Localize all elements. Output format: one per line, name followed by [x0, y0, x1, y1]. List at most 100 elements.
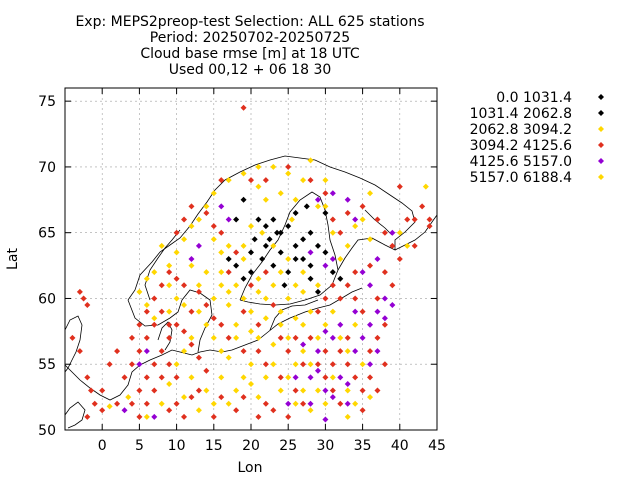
data-point-series-4 [344, 209, 351, 216]
y-axis-ticks: 50 55 60 65 70 75 [38, 94, 437, 439]
data-point-series-5 [352, 348, 359, 355]
data-point-series-2 [292, 256, 299, 262]
x-axis-ticks: 0 5 10 15 20 25 30 35 40 45 [98, 88, 446, 454]
data-point-series-3 [277, 387, 284, 394]
data-point-series-5 [389, 229, 396, 236]
data-point-series-1 [337, 275, 344, 282]
data-point-series-4 [128, 400, 135, 407]
data-point-series-4 [76, 288, 83, 295]
data-point-series-4 [84, 413, 91, 420]
data-point-series-4 [181, 282, 188, 289]
data-point-series-5 [344, 400, 351, 407]
data-point-series-3 [359, 361, 366, 368]
data-point-series-3 [300, 288, 307, 295]
data-point-series-4 [419, 203, 426, 210]
x-tick-label: 40 [391, 438, 409, 454]
data-point-series-2 [262, 242, 269, 249]
data-point-series-5 [352, 308, 359, 315]
data-point-series-4 [270, 407, 277, 414]
data-point-series-5 [322, 416, 329, 423]
data-point-series-3 [210, 236, 217, 243]
data-point-series-5 [218, 203, 225, 210]
data-point-series-4 [151, 295, 158, 302]
data-point-series-5 [136, 361, 143, 368]
data-point-series-4 [88, 387, 95, 394]
y-tick-label: 55 [38, 357, 56, 373]
x-tick-label: 30 [316, 438, 334, 454]
x-tick-label: 0 [98, 438, 107, 454]
data-point-series-3 [300, 177, 307, 184]
data-point-series-1 [281, 282, 288, 289]
data-point-series-4 [374, 387, 381, 394]
data-point-series-3 [248, 380, 254, 387]
data-point-series-3 [300, 348, 307, 355]
data-point-series-3 [277, 321, 284, 328]
data-point-series-3 [181, 302, 188, 309]
data-point-series-1 [274, 229, 281, 236]
data-point-series-3 [151, 269, 158, 276]
data-point-series-5 [329, 334, 336, 341]
data-point-series-4 [166, 334, 173, 341]
data-point-series-4 [166, 361, 173, 368]
data-point-series-4 [307, 334, 314, 341]
data-point-series-3 [292, 400, 299, 407]
data-point-series-4 [381, 229, 388, 236]
data-point-series-4 [255, 413, 262, 420]
data-point-series-4 [166, 269, 173, 276]
data-point-series-4 [188, 308, 195, 315]
data-point-series-1 [292, 242, 299, 249]
data-point-series-3 [300, 321, 307, 328]
data-point-series-4 [285, 413, 292, 420]
data-point-series-5 [285, 400, 292, 407]
data-point-series-4 [262, 400, 269, 407]
data-point-series-3 [240, 295, 247, 302]
data-point-series-5 [292, 374, 299, 381]
data-point-series-4 [121, 374, 128, 381]
x-tick-label: 35 [354, 438, 372, 454]
data-point-series-3 [188, 223, 195, 230]
data-point-series-3 [259, 229, 266, 236]
data-point-series-4 [158, 282, 165, 289]
data-point-series-4 [322, 295, 329, 302]
data-point-series-1 [277, 229, 284, 236]
data-point-series-4 [210, 223, 217, 230]
data-point-series-2 [248, 249, 254, 256]
data-points [69, 104, 433, 423]
chart-title-line-2: Period: 20250702-20250725 [150, 30, 350, 46]
data-point-series-5 [322, 262, 329, 269]
data-point-series-3 [367, 236, 374, 243]
data-point-series-4 [322, 190, 329, 197]
data-point-series-3 [125, 394, 132, 401]
data-point-series-4 [151, 321, 158, 328]
data-point-series-4 [374, 295, 381, 302]
data-point-series-3 [218, 374, 225, 381]
data-point-series-3 [367, 394, 374, 401]
data-point-series-1 [329, 269, 336, 276]
data-point-series-4 [99, 387, 106, 394]
data-point-series-4 [203, 367, 210, 374]
data-point-series-4 [329, 361, 336, 368]
data-point-series-1 [322, 249, 329, 256]
data-point-series-4 [225, 334, 232, 341]
data-point-series-4 [344, 282, 351, 289]
data-point-series-4 [337, 348, 344, 355]
data-point-series-3 [143, 413, 150, 420]
data-point-series-1 [292, 209, 299, 216]
data-point-series-4 [158, 308, 165, 315]
legend-label-1: 0.0 1031.4 [496, 90, 572, 106]
data-point-series-4 [329, 216, 336, 223]
y-axis-label: Lat [5, 248, 21, 270]
data-point-series-4 [292, 387, 299, 394]
data-point-series-5 [307, 249, 314, 256]
data-point-series-4 [188, 341, 195, 348]
data-point-series-3 [166, 308, 173, 315]
data-point-series-3 [233, 321, 240, 328]
data-point-series-5 [322, 328, 329, 335]
data-point-series-4 [307, 177, 314, 184]
data-point-series-3 [240, 242, 247, 249]
data-point-series-3 [203, 387, 210, 394]
data-point-series-4 [143, 308, 150, 315]
data-point-series-5 [121, 407, 128, 414]
data-point-series-3 [307, 407, 314, 414]
data-point-series-3 [225, 288, 232, 295]
